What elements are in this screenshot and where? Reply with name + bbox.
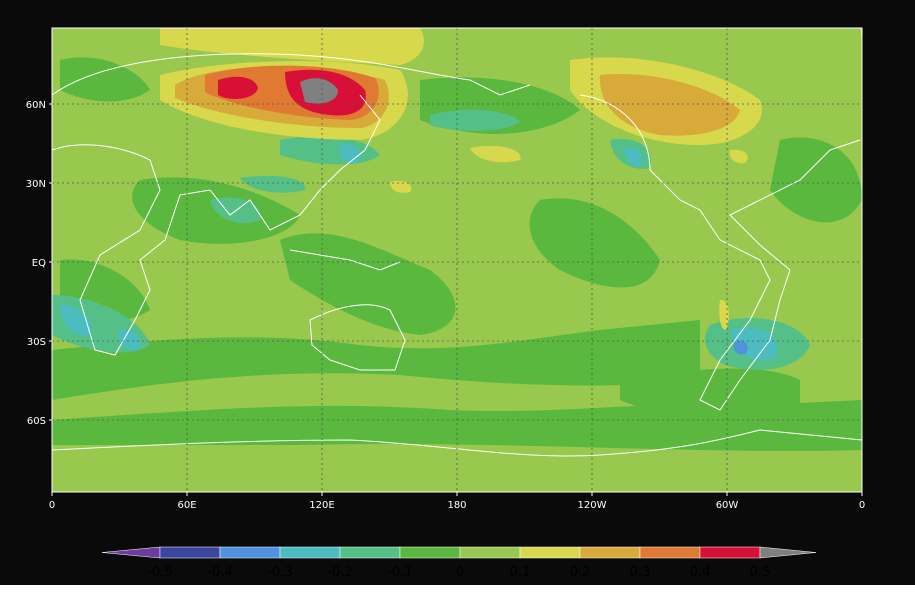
map-field	[52, 28, 862, 492]
colorbar-box	[279, 546, 341, 559]
colorbar-label: 0.5	[750, 565, 771, 580]
colorbar-label: 0.3	[630, 565, 651, 580]
field-blue	[733, 340, 748, 355]
lon-label: 60E	[177, 500, 196, 511]
field-gray	[300, 78, 338, 104]
colorbar-label: -0.3	[267, 565, 292, 580]
colorbar-label: 0.4	[690, 565, 711, 580]
lon-label: 120W	[578, 500, 607, 511]
coastlines	[52, 53, 862, 457]
colorbar-box	[579, 546, 641, 559]
colorbar-label: -0.5	[147, 565, 172, 580]
colorbar-label: -0.1	[387, 565, 412, 580]
lon-label: 120E	[309, 500, 334, 511]
lat-label: 30N	[26, 179, 46, 190]
colorbar-label: 0.2	[570, 565, 591, 580]
bottom-margin	[0, 585, 915, 601]
graticule	[52, 28, 862, 492]
colorbar-box	[639, 546, 701, 559]
lon-label: 0	[49, 500, 55, 511]
colorbar-box	[159, 546, 221, 559]
field-negative	[52, 57, 862, 452]
lat-label: 30S	[27, 337, 46, 348]
colorbar-box	[339, 546, 401, 559]
colorbar-label: 0.1	[510, 565, 531, 580]
lat-label: 60N	[26, 100, 46, 111]
colorbar-label: -0.4	[207, 565, 232, 580]
colorbar-box	[219, 546, 281, 559]
lat-label: EQ	[32, 258, 46, 269]
colorbar-box	[459, 546, 521, 559]
colorbar-box	[399, 546, 461, 559]
colorbar-max-arrow	[759, 546, 817, 559]
axes: 60N 30N EQ 30S 60S 0 60E 120E 180 120W 60W 0	[26, 100, 865, 511]
lon-label: 180	[447, 500, 466, 511]
colorbar-label: -0.2	[327, 565, 352, 580]
colorbar-label: 0	[456, 565, 464, 580]
lon-label: 60W	[716, 500, 739, 511]
lat-label: 60S	[27, 416, 46, 427]
colorbar: -0.5 -0.4 -0.3 -0.2 -0.1 0 0.1 0.2 0.3 0.4 0.5	[101, 546, 817, 580]
lon-label: 0	[859, 500, 865, 511]
colorbar-box	[699, 546, 761, 559]
colorbar-box	[519, 546, 581, 559]
